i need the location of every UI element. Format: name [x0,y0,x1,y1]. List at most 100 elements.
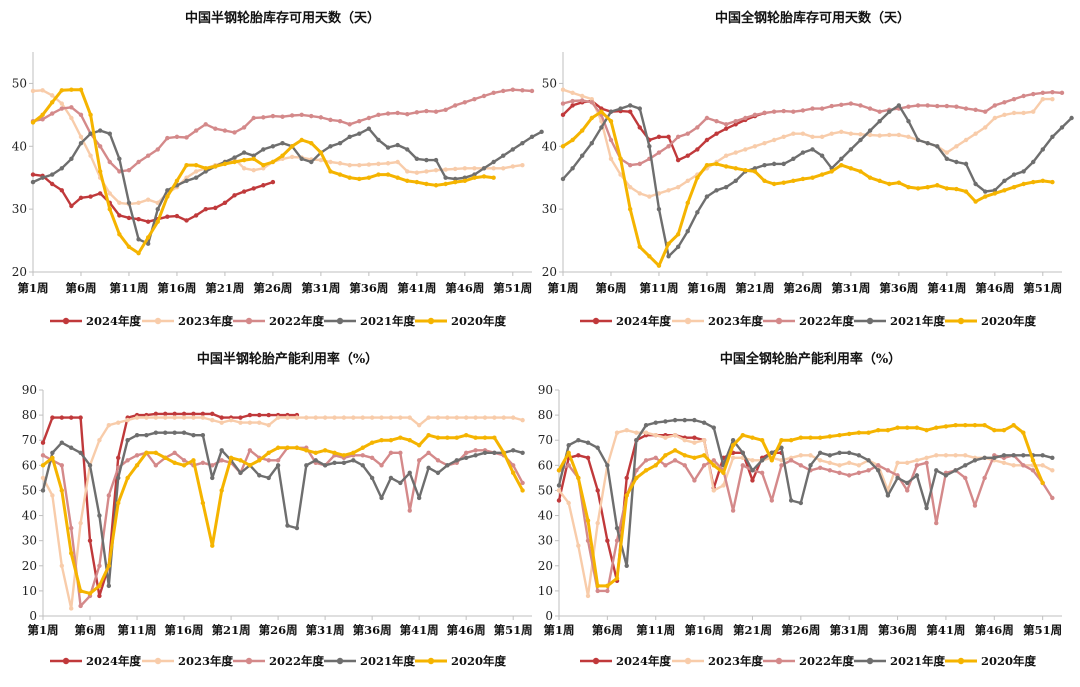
data-point [624,427,629,433]
data-point [750,468,755,473]
data-point [289,154,295,160]
data-point [867,132,873,138]
data-point [116,500,121,506]
data-point [750,435,755,440]
data-point [637,244,642,250]
data-point [472,172,477,177]
data-point [261,183,266,188]
data-point [165,135,170,141]
data-point [59,488,65,493]
data-point [666,254,671,259]
x-tick-label: 第11周 [639,281,678,295]
data-point [848,147,854,152]
legend-marker [427,317,435,325]
data-point [846,450,852,455]
data-point [40,488,46,493]
data-point [126,215,132,221]
data-point [328,159,333,165]
data-point [174,213,180,219]
data-point [219,420,224,425]
data-point [322,463,328,468]
data-point [69,203,74,209]
data-point [181,411,187,417]
data-point [837,470,842,476]
data-point [556,488,562,493]
x-tick-label: 第16周 [165,623,204,637]
data-point [1050,90,1055,95]
data-point [116,455,121,460]
data-point [97,513,102,518]
data-point [1031,159,1036,165]
data-point [1001,460,1007,466]
data-point [351,415,356,420]
data-point [1001,453,1007,458]
x-tick-label: 第21周 [735,281,774,295]
data-point [232,130,237,135]
chart-2: 中国全钢轮胎库存可用天数（天） 20 30 40 50 第1周 第6周 第11周 第16周 第21… [542,10,1074,328]
data-point [992,103,998,108]
legend-label: 2023年度 [708,654,764,668]
x-tick-label: 第31周 [301,281,340,295]
data-point [685,178,690,184]
x-tick-label: 第1周 [27,623,58,637]
data-point [954,144,959,149]
data-point [238,470,243,476]
data-point [1011,422,1016,428]
data-point [740,433,745,438]
data-point [49,181,55,187]
data-point [453,179,458,185]
data-point [193,175,199,180]
data-point [213,164,218,169]
data-point [304,415,309,420]
data-point [750,458,755,463]
data-point [78,588,83,594]
data-point [992,191,998,196]
data-point [695,147,700,152]
data-point [49,93,55,98]
data-point [934,468,939,473]
data-point [472,166,477,171]
data-point [885,468,891,473]
x-tick-label: 第46周 [975,281,1014,295]
data-point [69,105,74,110]
data-point [887,109,892,114]
data-point [414,156,420,162]
legend-label: 2024年度 [86,654,142,668]
legend-label: 2021年度 [360,654,416,668]
data-point [322,448,328,453]
data-point [866,458,871,463]
data-point [360,463,365,468]
data-point [905,460,910,466]
legend-label: 2020年度 [981,314,1037,328]
data-point [328,117,333,123]
data-point [714,131,719,136]
data-point [134,463,140,468]
data-point [973,107,978,113]
x-tick-label: 第31周 [830,623,869,637]
data-point [153,415,159,420]
series-2021年度 [30,126,544,246]
data-point [454,435,459,440]
data-point [730,455,736,460]
data-point [59,88,64,93]
data-point [462,166,468,171]
data-point [663,453,668,458]
data-point [672,448,678,453]
data-point [241,189,247,194]
data-point [247,448,253,453]
data-point [210,417,215,423]
data-point [539,129,544,135]
data-point [238,415,243,420]
data-point [491,90,496,96]
data-point [193,128,199,133]
data-point [88,194,93,199]
data-point [973,131,978,136]
legend-label: 2020年度 [451,314,507,328]
data-point [491,175,496,180]
data-point [285,445,290,450]
data-point [682,463,687,468]
data-point [585,440,591,445]
data-point [332,460,337,466]
data-point [299,112,304,118]
data-point [743,147,748,152]
